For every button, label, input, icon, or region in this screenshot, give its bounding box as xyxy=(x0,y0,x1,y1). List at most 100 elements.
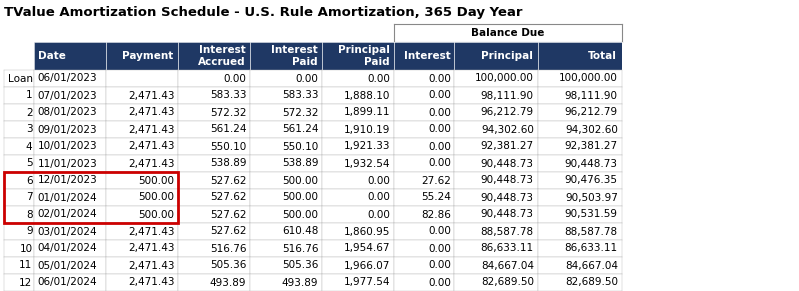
Text: 561.24: 561.24 xyxy=(282,125,318,134)
Text: 1,910.19: 1,910.19 xyxy=(344,125,391,134)
Text: 500.00: 500.00 xyxy=(282,175,318,185)
Text: 01/01/2024: 01/01/2024 xyxy=(38,193,97,203)
Text: 86,633.11: 86,633.11 xyxy=(565,244,618,253)
Text: 0.00: 0.00 xyxy=(428,91,451,100)
Text: 3: 3 xyxy=(26,125,33,134)
Text: 94,302.60: 94,302.60 xyxy=(481,125,534,134)
Text: 500.00: 500.00 xyxy=(282,210,318,219)
Text: 5: 5 xyxy=(26,159,33,168)
Text: 2,471.43: 2,471.43 xyxy=(128,226,174,237)
Text: 583.33: 583.33 xyxy=(282,91,318,100)
Text: 0.00: 0.00 xyxy=(428,226,451,237)
Text: 538.89: 538.89 xyxy=(282,159,318,168)
Text: 0.00: 0.00 xyxy=(296,74,318,84)
Text: 03/01/2024: 03/01/2024 xyxy=(38,226,97,237)
Text: Principal: Principal xyxy=(481,51,533,61)
Text: 0.00: 0.00 xyxy=(428,141,451,152)
Text: 08/01/2023: 08/01/2023 xyxy=(38,107,97,118)
Text: 90,448.73: 90,448.73 xyxy=(565,159,618,168)
Text: Payment: Payment xyxy=(122,51,173,61)
Text: TValue Amortization Schedule - U.S. Rule Amortization, 365 Day Year: TValue Amortization Schedule - U.S. Rule… xyxy=(4,6,523,19)
Text: 505.36: 505.36 xyxy=(210,260,246,271)
Text: 10: 10 xyxy=(19,244,33,253)
Text: 500.00: 500.00 xyxy=(282,193,318,203)
Text: 06/01/2024: 06/01/2024 xyxy=(38,278,97,288)
Text: 572.32: 572.32 xyxy=(282,107,318,118)
Text: 500.00: 500.00 xyxy=(138,193,174,203)
Text: 493.89: 493.89 xyxy=(282,278,318,288)
Text: 90,503.97: 90,503.97 xyxy=(565,193,618,203)
Text: 06/01/2023: 06/01/2023 xyxy=(38,74,97,84)
Text: 2,471.43: 2,471.43 xyxy=(128,141,174,152)
Text: 2,471.43: 2,471.43 xyxy=(128,125,174,134)
Text: 82,689.50: 82,689.50 xyxy=(565,278,618,288)
Text: 88,587.78: 88,587.78 xyxy=(565,226,618,237)
Text: 1: 1 xyxy=(26,91,33,100)
Text: 538.89: 538.89 xyxy=(210,159,246,168)
Text: 10/01/2023: 10/01/2023 xyxy=(38,141,97,152)
Text: 0.00: 0.00 xyxy=(428,260,451,271)
Text: 0.00: 0.00 xyxy=(428,159,451,168)
Text: Principal
Paid: Principal Paid xyxy=(338,45,390,67)
Text: 0.00: 0.00 xyxy=(368,175,391,185)
Text: 0.00: 0.00 xyxy=(224,74,246,84)
Text: 86,633.11: 86,633.11 xyxy=(481,244,534,253)
Text: 2,471.43: 2,471.43 xyxy=(128,278,174,288)
Text: 0.00: 0.00 xyxy=(368,210,391,219)
Text: 1,977.54: 1,977.54 xyxy=(344,278,391,288)
Text: 493.89: 493.89 xyxy=(210,278,246,288)
Text: 12/01/2023: 12/01/2023 xyxy=(38,175,97,185)
Text: 90,448.73: 90,448.73 xyxy=(481,210,534,219)
Text: 05/01/2024: 05/01/2024 xyxy=(38,260,97,271)
Text: 0.00: 0.00 xyxy=(428,74,451,84)
Text: 8: 8 xyxy=(26,210,33,219)
Text: 98,111.90: 98,111.90 xyxy=(565,91,618,100)
Text: 11/01/2023: 11/01/2023 xyxy=(38,159,97,168)
Text: 516.76: 516.76 xyxy=(282,244,318,253)
Text: 55.24: 55.24 xyxy=(421,193,451,203)
Text: 100,000.00: 100,000.00 xyxy=(559,74,618,84)
Text: 27.62: 27.62 xyxy=(421,175,451,185)
Text: 92,381.27: 92,381.27 xyxy=(481,141,534,152)
Text: Interest
Paid: Interest Paid xyxy=(271,45,318,67)
Text: 90,531.59: 90,531.59 xyxy=(565,210,618,219)
Text: 610.48: 610.48 xyxy=(282,226,318,237)
Text: 0.00: 0.00 xyxy=(428,107,451,118)
Text: 0.00: 0.00 xyxy=(428,244,451,253)
Text: 96,212.79: 96,212.79 xyxy=(481,107,534,118)
Text: 9: 9 xyxy=(26,226,33,237)
Text: 561.24: 561.24 xyxy=(210,125,246,134)
Text: 7: 7 xyxy=(26,193,33,203)
Text: 07/01/2023: 07/01/2023 xyxy=(38,91,97,100)
Text: 516.76: 516.76 xyxy=(210,244,246,253)
Text: 09/01/2023: 09/01/2023 xyxy=(38,125,97,134)
Text: 500.00: 500.00 xyxy=(138,175,174,185)
Text: 82,689.50: 82,689.50 xyxy=(481,278,534,288)
Text: 2,471.43: 2,471.43 xyxy=(128,244,174,253)
Text: 2: 2 xyxy=(26,107,33,118)
Text: 98,111.90: 98,111.90 xyxy=(481,91,534,100)
Text: 527.62: 527.62 xyxy=(210,210,246,219)
Text: 90,476.35: 90,476.35 xyxy=(565,175,618,185)
Text: 2,471.43: 2,471.43 xyxy=(128,91,174,100)
Text: 90,448.73: 90,448.73 xyxy=(481,159,534,168)
Text: 02/01/2024: 02/01/2024 xyxy=(38,210,97,219)
Text: Balance Due: Balance Due xyxy=(471,28,545,38)
Text: 04/01/2024: 04/01/2024 xyxy=(38,244,97,253)
Text: 90,448.73: 90,448.73 xyxy=(481,175,534,185)
Text: 0.00: 0.00 xyxy=(428,278,451,288)
Text: 4: 4 xyxy=(26,141,33,152)
Text: 12: 12 xyxy=(19,278,33,288)
Text: 1,860.95: 1,860.95 xyxy=(344,226,391,237)
Text: 92,381.27: 92,381.27 xyxy=(565,141,618,152)
Text: 0.00: 0.00 xyxy=(368,193,391,203)
Text: 84,667.04: 84,667.04 xyxy=(565,260,618,271)
Text: 90,448.73: 90,448.73 xyxy=(481,193,534,203)
Text: 82.86: 82.86 xyxy=(421,210,451,219)
Text: 527.62: 527.62 xyxy=(210,193,246,203)
Text: Interest
Accrued: Interest Accrued xyxy=(198,45,245,67)
Text: 500.00: 500.00 xyxy=(138,210,174,219)
Text: 1,954.67: 1,954.67 xyxy=(344,244,391,253)
Text: 505.36: 505.36 xyxy=(282,260,318,271)
Text: 1,921.33: 1,921.33 xyxy=(344,141,391,152)
